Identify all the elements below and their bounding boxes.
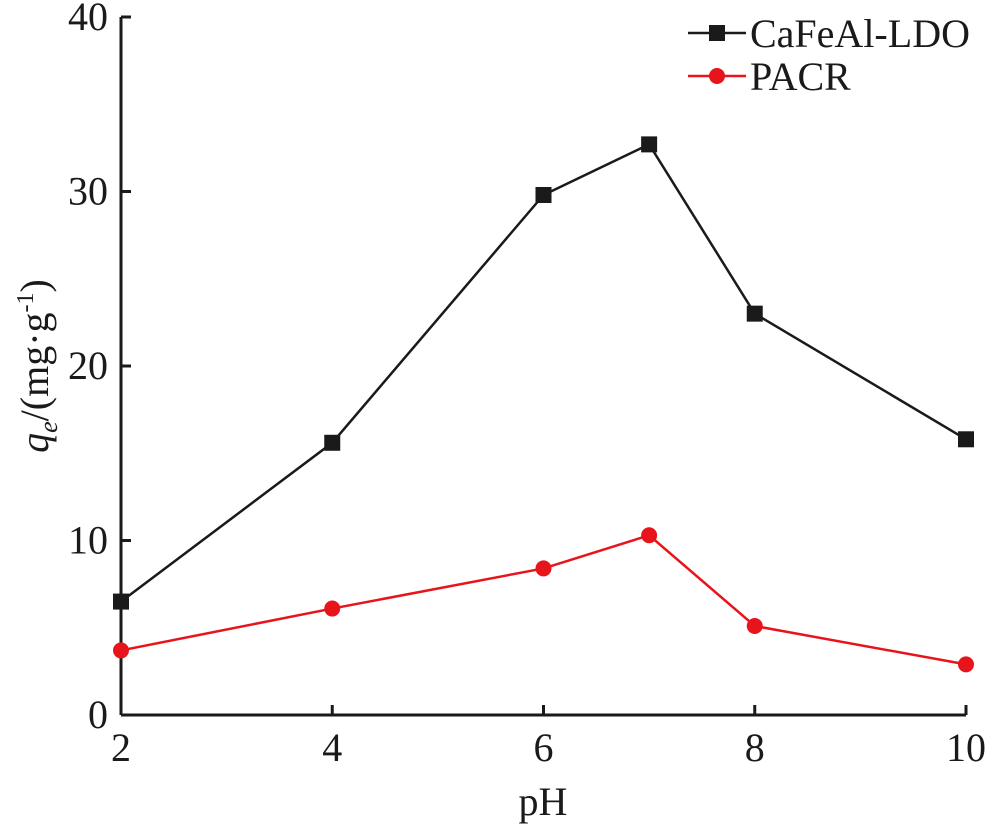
- y-axis-label: qe/(mg·g-1): [12, 279, 63, 453]
- y-label-symbol: q: [12, 433, 57, 453]
- data-point: [958, 656, 974, 673]
- legend-item: PACR: [688, 54, 851, 99]
- data-point: [641, 136, 658, 153]
- legend-square-marker: [709, 25, 725, 41]
- y-tick-label: 0: [88, 692, 108, 737]
- axes: [119, 17, 966, 717]
- y-label-unit-start: /(mg·g: [12, 312, 57, 421]
- x-tick-label: 2: [111, 725, 131, 770]
- data-point: [113, 642, 129, 659]
- data-point: [746, 618, 763, 635]
- y-label-subscript: e: [34, 421, 63, 433]
- legend-item: CaFeAl-LDO: [688, 11, 970, 56]
- data-point: [746, 305, 763, 322]
- data-point: [641, 527, 658, 544]
- y-label-superscript: -1: [13, 292, 39, 312]
- x-tick-label: 8: [745, 725, 765, 770]
- data-point: [113, 593, 129, 610]
- series-layer: [113, 136, 974, 673]
- y-ticks: 0 10 20 30 40: [68, 0, 131, 737]
- x-tick-label: 4: [322, 725, 342, 770]
- data-point: [324, 600, 341, 617]
- x-ticks: 2 4 6 8 10: [111, 705, 986, 770]
- legend-label: CaFeAl-LDO: [750, 11, 970, 56]
- legend-label: PACR: [750, 54, 851, 99]
- y-tick-label: 40: [68, 0, 108, 39]
- series-line: [120, 533, 967, 666]
- legend-circle-marker: [709, 68, 725, 84]
- series-cafeal-ldo: [113, 136, 974, 610]
- data-point: [324, 434, 341, 451]
- data-point: [535, 560, 552, 577]
- x-tick-label: 10: [946, 725, 986, 770]
- y-tick-label: 10: [68, 518, 108, 563]
- x-tick-label: 6: [534, 725, 554, 770]
- y-tick-label: 20: [68, 343, 108, 388]
- series-pacr: [113, 527, 974, 673]
- data-point: [958, 431, 974, 448]
- y-tick-label: 30: [68, 169, 108, 214]
- series-line: [120, 142, 967, 603]
- y-label-unit-end: ): [12, 279, 57, 292]
- data-point: [535, 186, 552, 203]
- x-axis-label: pH: [519, 779, 568, 824]
